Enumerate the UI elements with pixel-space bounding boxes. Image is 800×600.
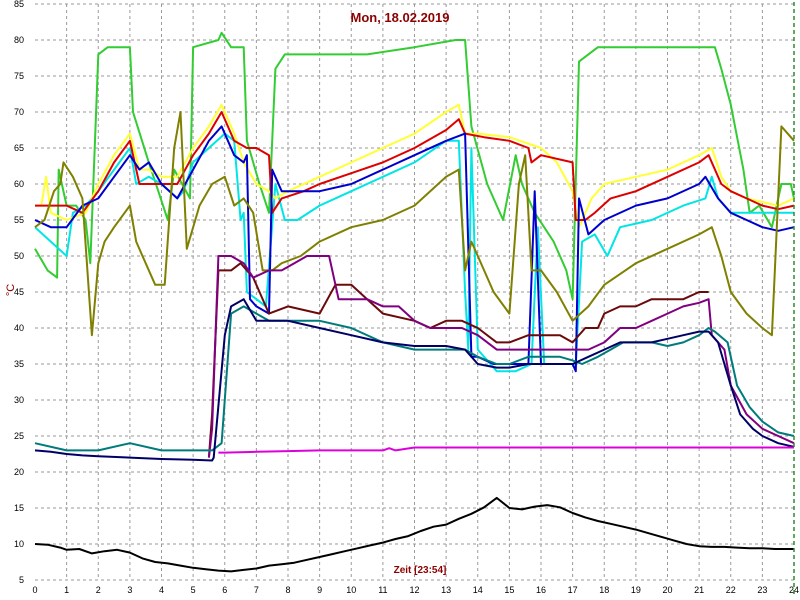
- series-line-2: [34, 132, 794, 373]
- x-tick-label: 23: [757, 585, 767, 595]
- x-tick-label: 6: [222, 585, 227, 595]
- y-tick-label: 15: [14, 503, 24, 513]
- chart-title: Mon, 18.02.2019: [351, 10, 450, 25]
- x-tick-label: 10: [346, 585, 356, 595]
- y-tick-label: 25: [14, 431, 24, 441]
- y-tick-label: 55: [14, 215, 24, 225]
- y-tick-label: 80: [14, 35, 24, 45]
- x-tick-label: 7: [254, 585, 259, 595]
- series-line-4: [35, 111, 795, 221]
- x-axis-label: Zeit [23:54]: [394, 565, 447, 576]
- tick-labels: 0123456789101112131415161718192021222324…: [14, 0, 799, 595]
- x-tick-label: 22: [726, 585, 736, 595]
- y-tick-label: 45: [14, 287, 24, 297]
- y-tick-label: 30: [14, 395, 24, 405]
- series-line-9: [34, 305, 795, 452]
- y-tick-label: 65: [14, 143, 24, 153]
- y-tick-label: 10: [14, 539, 24, 549]
- series-lines: [34, 31, 795, 573]
- series-line-7: [207, 262, 709, 458]
- x-tick-label: 15: [504, 585, 514, 595]
- x-tick-label: 9: [317, 585, 322, 595]
- series-line-10: [34, 298, 795, 462]
- y-tick-label: 5: [19, 575, 24, 585]
- x-tick-label: 13: [441, 585, 451, 595]
- x-tick-label: 12: [409, 585, 419, 595]
- y-tick-label: 70: [14, 107, 24, 117]
- x-tick-label: 2: [96, 585, 101, 595]
- y-tick-label: 85: [14, 0, 24, 9]
- series-line-1: [34, 31, 795, 301]
- x-tick-label: 0: [32, 585, 37, 595]
- y-tick-label: 50: [14, 251, 24, 261]
- x-tick-label: 19: [631, 585, 641, 595]
- x-tick-label: 8: [285, 585, 290, 595]
- y-tick-label: 40: [14, 323, 24, 333]
- x-tick-label: 11: [378, 585, 387, 595]
- x-tick-label: 4: [159, 585, 164, 595]
- series-line-8: [207, 255, 795, 458]
- x-tick-label: 18: [599, 585, 609, 595]
- y-tick-label: 35: [14, 359, 24, 369]
- x-tick-label: 21: [694, 585, 704, 595]
- y-axis-label: °C: [5, 284, 17, 296]
- x-tick-label: 17: [568, 585, 578, 595]
- x-tick-label: 3: [127, 585, 132, 595]
- x-tick-label: 14: [473, 585, 483, 595]
- x-tick-label: 1: [64, 585, 69, 595]
- y-tick-label: 75: [14, 71, 24, 81]
- series-line-6: [34, 111, 795, 337]
- y-tick-label: 20: [14, 467, 24, 477]
- series-line-11: [218, 446, 794, 454]
- series-line-5: [34, 125, 795, 373]
- series-line-12: [34, 496, 794, 573]
- series-line-3: [35, 103, 795, 229]
- x-tick-label: 16: [536, 585, 546, 595]
- x-tick-label: 5: [191, 585, 196, 595]
- y-tick-label: 60: [14, 179, 24, 189]
- x-tick-label: 20: [662, 585, 672, 595]
